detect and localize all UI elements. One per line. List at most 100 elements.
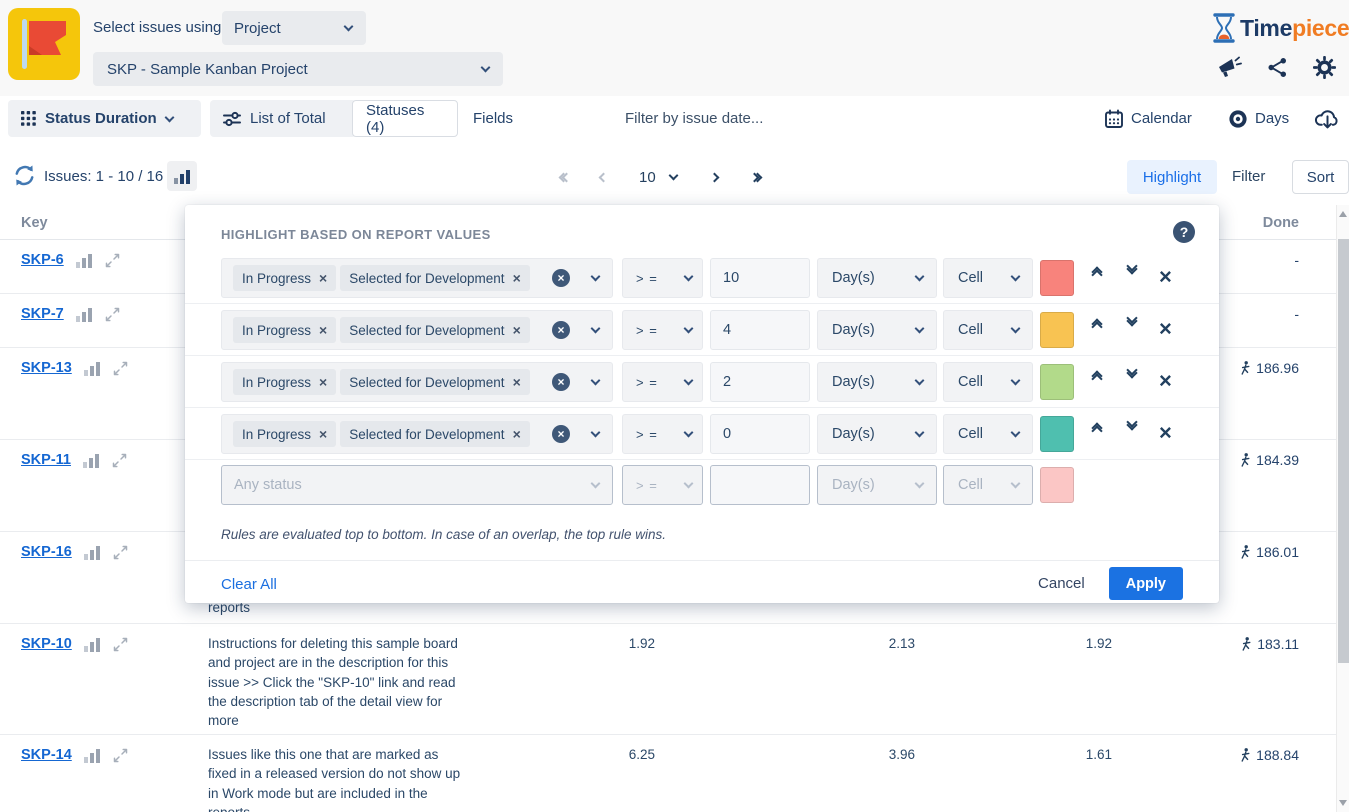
color-swatch[interactable] <box>1040 312 1074 348</box>
page-size-select[interactable]: 10 <box>639 169 656 186</box>
target-select[interactable]: Cell <box>943 465 1033 505</box>
issue-key-link[interactable]: SKP-13 <box>21 360 72 376</box>
chip-remove-icon[interactable]: × <box>319 270 328 286</box>
status-multiselect[interactable]: Any status <box>221 465 613 505</box>
project-select[interactable]: SKP - Sample Kanban Project <box>93 52 503 86</box>
expand-icon[interactable] <box>113 545 128 560</box>
bar-chart-icon[interactable] <box>83 361 101 376</box>
status-multiselect[interactable]: In Progress × Selected for Development × × <box>221 310 613 350</box>
remove-rule-button[interactable]: × <box>1159 316 1172 341</box>
color-swatch[interactable] <box>1040 416 1074 452</box>
expand-icon[interactable] <box>113 637 128 652</box>
move-down-button[interactable] <box>1124 416 1140 431</box>
apply-button[interactable]: Apply <box>1108 567 1183 600</box>
refresh-icon[interactable] <box>12 163 37 193</box>
chip-remove-icon[interactable]: × <box>512 270 521 286</box>
remove-rule-button[interactable]: × <box>1159 368 1172 393</box>
unit-select[interactable]: Day(s) <box>817 310 937 350</box>
filter-button[interactable]: Filter <box>1232 168 1266 185</box>
days-unit-button[interactable]: Days <box>1228 100 1289 137</box>
scroll-down-arrow-icon[interactable] <box>1339 800 1347 806</box>
issue-key-link[interactable]: SKP-14 <box>21 747 72 763</box>
expand-icon[interactable] <box>113 748 128 763</box>
operator-select[interactable]: > = <box>622 465 703 505</box>
vertical-scrollbar[interactable] <box>1336 205 1349 812</box>
next-page-button[interactable] <box>709 172 720 182</box>
clear-selection-icon[interactable]: × <box>552 425 570 443</box>
calendar-button[interactable]: Calendar <box>1104 100 1192 137</box>
threshold-input[interactable] <box>710 465 810 505</box>
move-down-button[interactable] <box>1124 260 1140 275</box>
clear-selection-icon[interactable]: × <box>552 373 570 391</box>
prev-page-button[interactable] <box>598 172 609 182</box>
share-icon[interactable] <box>1267 57 1288 83</box>
first-page-button[interactable] <box>558 172 572 182</box>
last-page-button[interactable] <box>749 172 763 182</box>
announcement-icon[interactable] <box>1217 56 1242 84</box>
report-type-button[interactable]: Status Duration <box>8 100 201 137</box>
move-down-button[interactable] <box>1124 364 1140 379</box>
target-select[interactable]: Cell <box>943 414 1033 454</box>
help-icon[interactable]: ? <box>1173 221 1195 243</box>
target-select[interactable]: Cell <box>943 362 1033 402</box>
issue-key-link[interactable]: SKP-6 <box>21 252 64 268</box>
bar-chart-icon[interactable] <box>83 637 101 652</box>
bar-chart-icon[interactable] <box>83 748 101 763</box>
operator-select[interactable]: > = <box>622 258 703 298</box>
issue-key-link[interactable]: SKP-16 <box>21 544 72 560</box>
bar-chart-icon[interactable] <box>82 453 100 468</box>
move-up-button[interactable] <box>1089 369 1105 385</box>
gear-icon[interactable] <box>1313 56 1336 84</box>
list-of-total-button[interactable]: List of Total <box>210 100 356 137</box>
export-button[interactable] <box>1314 100 1341 137</box>
sort-button[interactable]: Sort <box>1292 160 1349 194</box>
issues-chart-button[interactable] <box>167 161 197 191</box>
remove-rule-button[interactable]: × <box>1159 420 1172 445</box>
scroll-up-arrow-icon[interactable] <box>1339 211 1347 217</box>
target-select[interactable]: Cell <box>943 258 1033 298</box>
issue-key-link[interactable]: SKP-7 <box>21 306 64 322</box>
operator-select[interactable]: > = <box>622 310 703 350</box>
unit-select[interactable]: Day(s) <box>817 414 937 454</box>
target-select[interactable]: Cell <box>943 310 1033 350</box>
issue-source-select[interactable]: Project <box>222 11 366 45</box>
unit-select[interactable]: Day(s) <box>817 258 937 298</box>
chip-remove-icon[interactable]: × <box>319 426 328 442</box>
expand-icon[interactable] <box>113 361 128 376</box>
fields-button[interactable]: Fields <box>473 110 514 127</box>
threshold-input[interactable]: 10 <box>710 258 810 298</box>
bar-chart-icon[interactable] <box>75 307 93 322</box>
clear-selection-icon[interactable]: × <box>552 269 570 287</box>
page-size-chevron[interactable] <box>668 170 679 181</box>
operator-select[interactable]: > = <box>622 414 703 454</box>
move-up-button[interactable] <box>1089 265 1105 281</box>
chip-remove-icon[interactable]: × <box>319 374 328 390</box>
threshold-input[interactable]: 4 <box>710 310 810 350</box>
threshold-input[interactable]: 2 <box>710 362 810 402</box>
color-swatch[interactable] <box>1040 364 1074 400</box>
expand-icon[interactable] <box>105 307 120 322</box>
threshold-input[interactable]: 0 <box>710 414 810 454</box>
move-up-button[interactable] <box>1089 421 1105 437</box>
expand-icon[interactable] <box>112 453 127 468</box>
status-multiselect[interactable]: In Progress × Selected for Development × × <box>221 414 613 454</box>
move-up-button[interactable] <box>1089 317 1105 333</box>
chip-remove-icon[interactable]: × <box>319 322 328 338</box>
clear-all-link[interactable]: Clear All <box>221 576 277 593</box>
bar-chart-icon[interactable] <box>83 545 101 560</box>
unit-select[interactable]: Day(s) <box>817 465 937 505</box>
operator-select[interactable]: > = <box>622 362 703 402</box>
clear-selection-icon[interactable]: × <box>552 321 570 339</box>
issue-date-filter-input[interactable]: Filter by issue date... <box>625 110 764 127</box>
status-multiselect[interactable]: In Progress × Selected for Development × × <box>221 258 613 298</box>
highlight-button[interactable]: Highlight <box>1127 160 1217 194</box>
statuses-button[interactable]: Statuses (4) <box>352 100 458 137</box>
chip-remove-icon[interactable]: × <box>512 374 521 390</box>
bar-chart-icon[interactable] <box>75 253 93 268</box>
cancel-button[interactable]: Cancel <box>1038 575 1085 592</box>
status-multiselect[interactable]: In Progress × Selected for Development × × <box>221 362 613 402</box>
chip-remove-icon[interactable]: × <box>512 426 521 442</box>
scrollbar-thumb[interactable] <box>1338 239 1349 663</box>
expand-icon[interactable] <box>105 253 120 268</box>
chip-remove-icon[interactable]: × <box>512 322 521 338</box>
